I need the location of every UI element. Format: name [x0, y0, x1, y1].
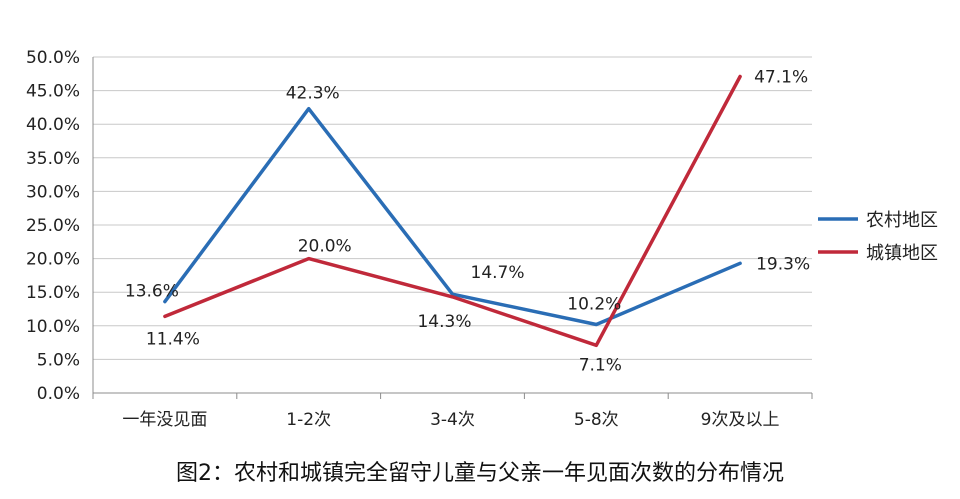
x-axis: 一年没见面 1-2次 3-4次 5-8次 9次及以上 [92, 57, 813, 430]
y-tick-label: 25.0% [26, 216, 80, 236]
data-label: 14.7% [471, 263, 525, 283]
x-tick-label: 3-4次 [430, 410, 475, 430]
data-label: 7.1% [579, 355, 622, 375]
y-tick-label: 45.0% [26, 82, 80, 102]
x-tick-label: 1-2次 [286, 410, 331, 430]
y-tick-label: 30.0% [26, 182, 80, 202]
y-tick-label: 40.0% [26, 115, 80, 135]
data-label: 47.1% [754, 67, 808, 87]
series-line [163, 106, 742, 327]
y-tick-label: 5.0% [37, 350, 80, 370]
legend-label: 城镇地区 [866, 243, 938, 264]
y-tick-label: 10.0% [26, 317, 80, 337]
data-labels: 13.6% 42.3% 14.7% 10.2% 19.3% 11.4% 20.0% 14.3%… [125, 67, 810, 375]
data-label: 19.3% [756, 254, 810, 274]
y-tick-label: 20.0% [26, 250, 80, 270]
series-lines [163, 74, 742, 348]
x-tick-label: 9次及以上 [701, 410, 780, 430]
data-label: 42.3% [286, 84, 340, 104]
figure-caption: 图2：农村和城镇完全留守儿童与父亲一年见面次数的分布情况 [176, 461, 784, 486]
data-label: 20.0% [298, 237, 352, 257]
y-tick-label: 35.0% [26, 149, 80, 169]
y-tick-label: 0.0% [37, 384, 80, 404]
y-tick-label: 50.0% [26, 48, 80, 68]
x-tick-label: 5-8次 [574, 410, 619, 430]
gridlines [93, 56, 812, 394]
data-label: 14.3% [417, 312, 471, 332]
data-label: 10.2% [567, 294, 621, 314]
data-label: 13.6% [125, 282, 179, 302]
data-label: 11.4% [146, 329, 200, 349]
series-line [163, 74, 742, 348]
y-axis-ticks: 0.0% 5.0% 10.0% 15.0% 20.0% 25.0% 30.0% 35.0% 40… [26, 48, 80, 404]
y-tick-label: 15.0% [26, 283, 80, 303]
legend-label: 农村地区 [866, 210, 938, 231]
x-tick-label: 一年没见面 [122, 410, 207, 430]
